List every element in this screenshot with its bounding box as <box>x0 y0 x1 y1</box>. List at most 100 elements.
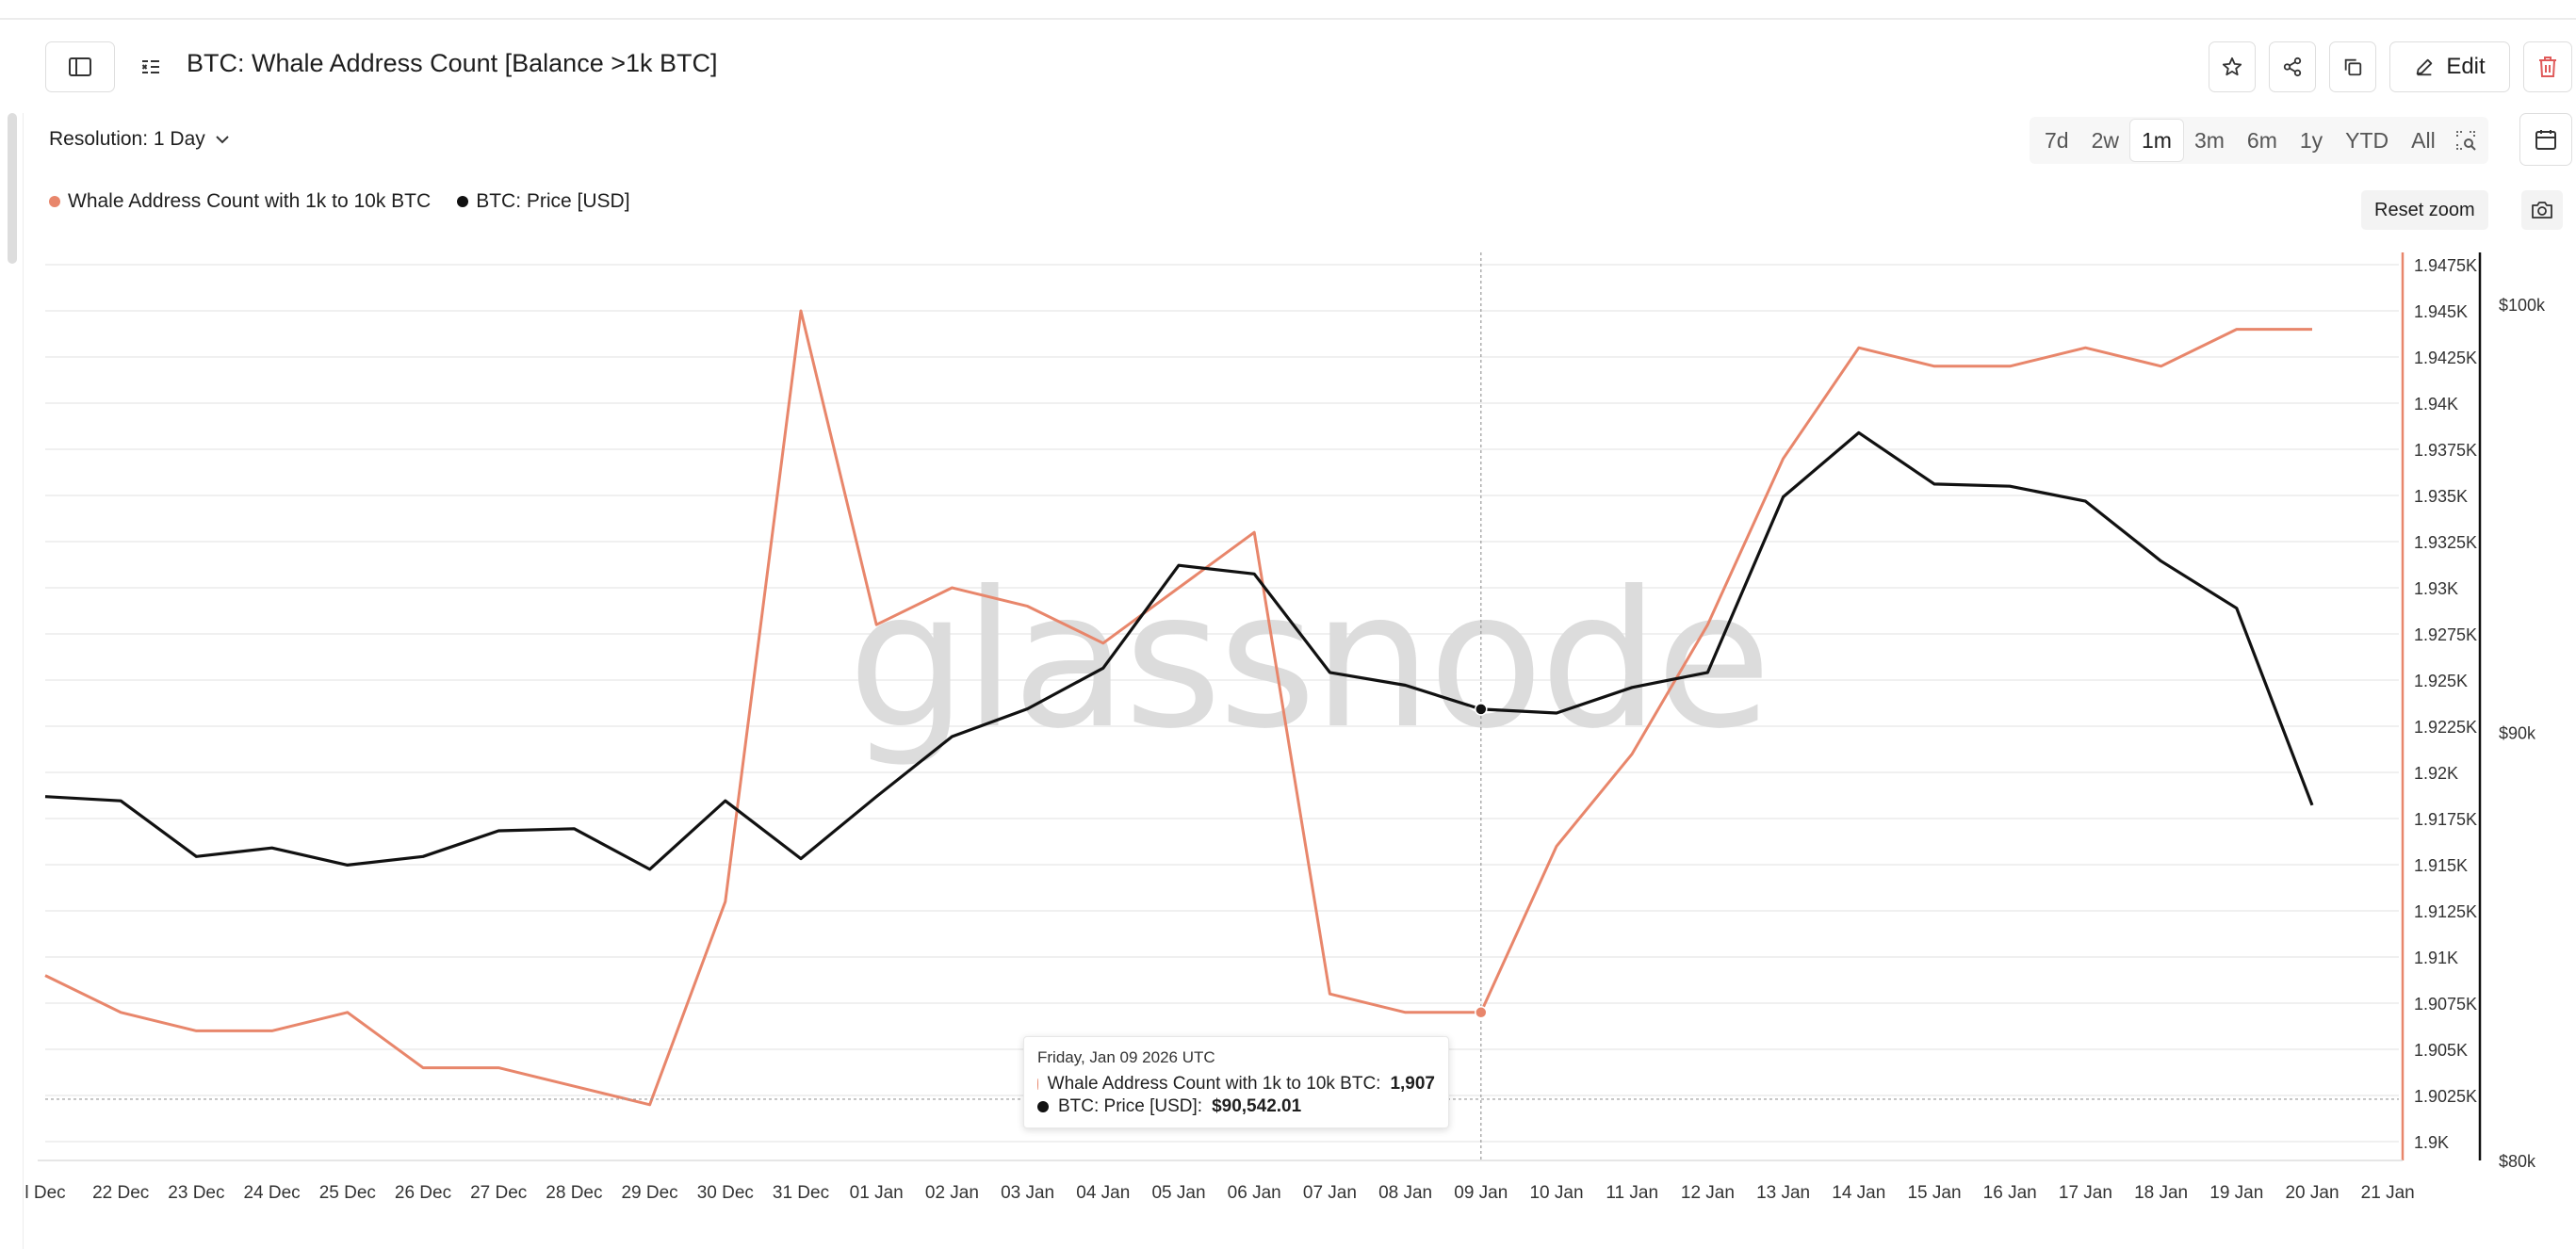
x-tick-label: 09 Jan <box>1454 1183 1508 1203</box>
y-left-tick-label: 1.91K <box>2414 949 2458 967</box>
x-tick-label: 14 Jan <box>1832 1183 1885 1203</box>
glassnode-watermark: glassnode <box>848 551 1769 770</box>
reset-zoom-button[interactable]: Reset zoom <box>2361 190 2488 230</box>
series-line-whale <box>44 309 2312 1107</box>
x-tick-label: 17 Jan <box>2059 1183 2112 1203</box>
sidebar-edge-divider <box>23 113 24 1249</box>
zoom-select-button[interactable] <box>2447 120 2485 161</box>
x-tick-label: 21 Jan <box>2361 1183 2415 1203</box>
top-divider <box>0 18 2576 20</box>
x-tick-label: 08 Jan <box>1378 1183 1432 1203</box>
y-left-tick-label: 1.9425K <box>2414 349 2477 367</box>
y-left-tick-label: 1.9325K <box>2414 533 2477 552</box>
x-tick-label: 26 Dec <box>395 1183 451 1203</box>
edit-button[interactable]: Edit <box>2389 41 2510 92</box>
screenshot-button[interactable] <box>2521 190 2563 230</box>
legend-dot-whale <box>49 196 60 207</box>
y-left-tick-label: 1.9K <box>2414 1133 2449 1152</box>
tooltip-row-whale: Whale Address Count with 1k to 10k BTC: … <box>1037 1073 1435 1095</box>
x-tick-label: 22 Dec <box>92 1183 149 1203</box>
sidebar-scrollbar[interactable] <box>8 113 17 264</box>
x-tick-label: 23 Dec <box>168 1183 224 1203</box>
x-tick-label: 30 Dec <box>697 1183 754 1203</box>
tooltip-label-whale: Whale Address Count with 1k to 10k BTC: <box>1047 1074 1381 1094</box>
x-tick-label: 07 Jan <box>1303 1183 1357 1203</box>
camera-icon <box>2532 202 2552 219</box>
tooltip-date: Friday, Jan 09 2026 UTC <box>1037 1048 1215 1066</box>
y-left-tick-label: 1.93K <box>2414 579 2458 598</box>
legend-label-price: BTC: Price [USD] <box>476 190 630 212</box>
page-title: BTC: Whale Address Count [Balance >1k BT… <box>187 49 718 77</box>
x-tick-label: 31 Dec <box>773 1183 829 1203</box>
x-tick-label: 24 Dec <box>243 1183 300 1203</box>
hover-marker-whale <box>1475 1006 1488 1019</box>
x-tick-label: 27 Dec <box>470 1183 527 1203</box>
legend-dot-price <box>457 196 469 207</box>
range-1m-button[interactable]: 1m <box>2130 120 2183 161</box>
tooltip-dot-whale <box>1037 1079 1038 1090</box>
filter-list-icon <box>141 60 159 73</box>
resolution-label: Resolution: 1 Day <box>49 128 205 150</box>
x-tick-label: 18 Jan <box>2134 1183 2188 1203</box>
x-tick-label: 25 Dec <box>319 1183 376 1203</box>
x-tick-label: 16 Jan <box>1983 1183 2037 1203</box>
resolution-dropdown[interactable]: Resolution: 1 Day <box>49 128 230 151</box>
y-left-tick-label: 1.9475K <box>2414 256 2477 275</box>
y-left-tick-label: 1.92K <box>2414 764 2458 783</box>
y-left-tick-label: 1.915K <box>2414 856 2468 875</box>
y-left-tick-label: 1.94K <box>2414 395 2458 414</box>
time-range-selector: 7d 2w 1m 3m 6m 1y YTD All <box>2030 117 2488 164</box>
y-left-tick-label: 1.9225K <box>2414 718 2477 737</box>
range-7d-button[interactable]: 7d <box>2045 127 2069 153</box>
tooltip-value-price: $90,542.01 <box>1212 1096 1302 1116</box>
favorite-button[interactable] <box>2209 41 2256 92</box>
x-tick-label: 03 Jan <box>1001 1183 1054 1203</box>
y-left-tick-label: 1.925K <box>2414 672 2468 690</box>
y-left-tick-label: 1.935K <box>2414 487 2468 506</box>
copy-icon <box>2344 58 2362 76</box>
share-icon <box>2283 57 2302 77</box>
y-left-tick-label: 1.945K <box>2414 302 2468 321</box>
share-button[interactable] <box>2269 41 2316 92</box>
x-tick-label: 04 Jan <box>1076 1183 1130 1203</box>
x-tick-label: 06 Jan <box>1228 1183 1281 1203</box>
x-tick-label: 02 Jan <box>925 1183 979 1203</box>
y-left-tick-label: 1.9125K <box>2414 902 2477 921</box>
x-tick-label: 28 Dec <box>546 1183 602 1203</box>
star-icon <box>2222 57 2242 76</box>
y-right-tick-label: $100k <box>2499 296 2546 315</box>
edit-label: Edit <box>2446 54 2486 79</box>
y-right-tick-label: $80k <box>2499 1152 2536 1171</box>
trash-icon <box>2539 57 2556 77</box>
y-right-tick-label: $90k <box>2499 724 2536 743</box>
sidebar-toggle-button[interactable] <box>45 41 115 92</box>
x-tick-label: 15 Jan <box>1907 1183 1961 1203</box>
range-ytd-button[interactable]: YTD <box>2345 127 2389 153</box>
x-tick-label: l Dec <box>24 1183 65 1203</box>
y-left-tick-label: 1.9025K <box>2414 1087 2477 1106</box>
legend-label-whale: Whale Address Count with 1k to 10k BTC <box>68 190 432 212</box>
range-6m-button[interactable]: 6m <box>2246 127 2277 153</box>
legend-item-whale[interactable]: Whale Address Count with 1k to 10k BTC <box>49 190 431 213</box>
x-tick-label: 05 Jan <box>1151 1183 1205 1203</box>
delete-button[interactable] <box>2523 41 2572 92</box>
x-tick-label: 20 Jan <box>2285 1183 2339 1203</box>
range-all-button[interactable]: All <box>2411 127 2436 153</box>
tooltip-label-price: BTC: Price [USD]: <box>1058 1096 1203 1116</box>
legend-item-price[interactable]: BTC: Price [USD] <box>457 190 630 213</box>
y-left-tick-label: 1.9175K <box>2414 810 2477 829</box>
chevron-down-icon <box>216 136 229 144</box>
filters-button[interactable] <box>132 45 170 89</box>
calendar-icon <box>2535 130 2556 150</box>
x-tick-label: 12 Jan <box>1681 1183 1735 1203</box>
range-2w-button[interactable]: 2w <box>2091 127 2119 153</box>
duplicate-button[interactable] <box>2329 41 2376 92</box>
hover-tooltip: Friday, Jan 09 2026 UTC Whale Address Co… <box>1023 1036 1449 1128</box>
range-1y-button[interactable]: 1y <box>2299 127 2323 153</box>
x-tick-label: 10 Jan <box>1529 1183 1583 1203</box>
x-tick-label: 29 Dec <box>621 1183 677 1203</box>
range-3m-button[interactable]: 3m <box>2193 127 2225 153</box>
chart-legend: Whale Address Count with 1k to 10k BTC B… <box>49 190 630 213</box>
date-picker-button[interactable] <box>2519 113 2572 166</box>
